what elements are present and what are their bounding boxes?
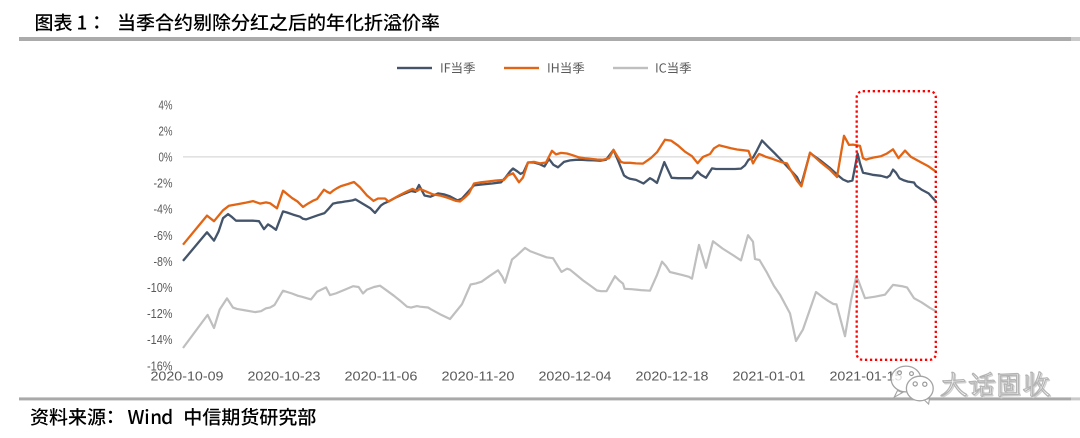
svg-text:2020-12-18: 2020-12-18 xyxy=(636,369,709,384)
svg-text:2020-11-06: 2020-11-06 xyxy=(345,369,418,384)
svg-text:-10%: -10% xyxy=(147,280,173,295)
svg-text:2021-01-01: 2021-01-01 xyxy=(733,369,806,384)
svg-text:-14%: -14% xyxy=(147,332,173,347)
svg-text:-2%: -2% xyxy=(154,176,173,191)
svg-text:2%: 2% xyxy=(159,123,173,138)
svg-text:-8%: -8% xyxy=(154,254,173,269)
svg-text:-12%: -12% xyxy=(147,306,173,321)
svg-text:-16%: -16% xyxy=(147,358,173,373)
svg-text:2020-11-20: 2020-11-20 xyxy=(442,369,515,384)
svg-text:2021-01-15: 2021-01-15 xyxy=(830,369,903,384)
svg-text:4%: 4% xyxy=(159,97,173,112)
svg-text:-4%: -4% xyxy=(154,202,173,217)
svg-text:-6%: -6% xyxy=(154,228,173,243)
svg-text:0%: 0% xyxy=(159,150,173,165)
svg-text:2020-10-09: 2020-10-09 xyxy=(151,369,224,384)
svg-text:2020-10-23: 2020-10-23 xyxy=(248,369,321,384)
svg-text:2020-12-04: 2020-12-04 xyxy=(539,369,612,384)
